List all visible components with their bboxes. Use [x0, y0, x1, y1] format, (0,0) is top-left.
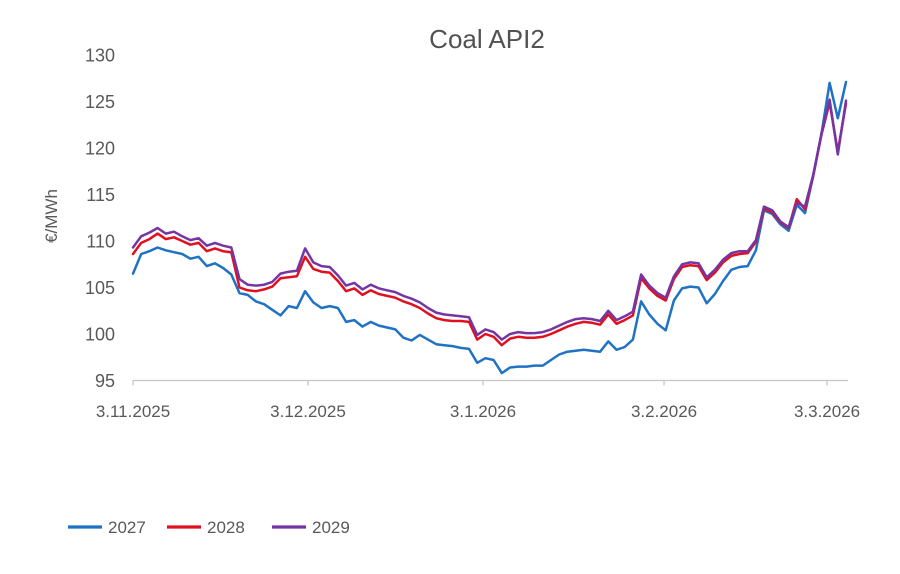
y-tick-label: 110 — [86, 232, 115, 252]
y-tick-label: 115 — [86, 185, 115, 205]
y-tick-label: 100 — [85, 325, 115, 345]
axis-layer: 130 125 120 115 110 105 100 95 3.11.2025 3.12.202… — [85, 46, 860, 422]
legend-label-2029: 2029 — [312, 518, 350, 537]
series-line-2027 — [131, 80, 848, 375]
series-line-2029 — [131, 98, 848, 341]
legend-item-2028: 2028 — [167, 518, 245, 537]
chart-title: Coal API2 — [429, 24, 545, 54]
legend-label-2027: 2027 — [108, 518, 146, 537]
y-tick-label: 130 — [85, 46, 115, 66]
legend: 2027 2028 2029 — [68, 518, 350, 537]
x-tick-label: 3.1.2026 — [450, 402, 516, 421]
x-tick-label: 3.12.2025 — [270, 402, 346, 421]
y-tick-label: 120 — [85, 139, 115, 159]
series-line-2028 — [131, 101, 848, 347]
y-tick-label: 105 — [85, 278, 115, 298]
x-tick-label: 3.2.2026 — [631, 402, 697, 421]
x-tick-label: 3.11.2025 — [96, 402, 170, 421]
legend-item-2029: 2029 — [272, 518, 350, 537]
legend-item-2027: 2027 — [68, 518, 146, 537]
y-tick-label: 95 — [95, 371, 115, 391]
legend-label-2028: 2028 — [207, 518, 245, 537]
y-tick-label: 125 — [85, 92, 115, 112]
series-layer — [131, 80, 848, 375]
y-axis-title: €/MWh — [42, 189, 61, 243]
x-tick-label: 3.3.2026 — [794, 402, 860, 421]
